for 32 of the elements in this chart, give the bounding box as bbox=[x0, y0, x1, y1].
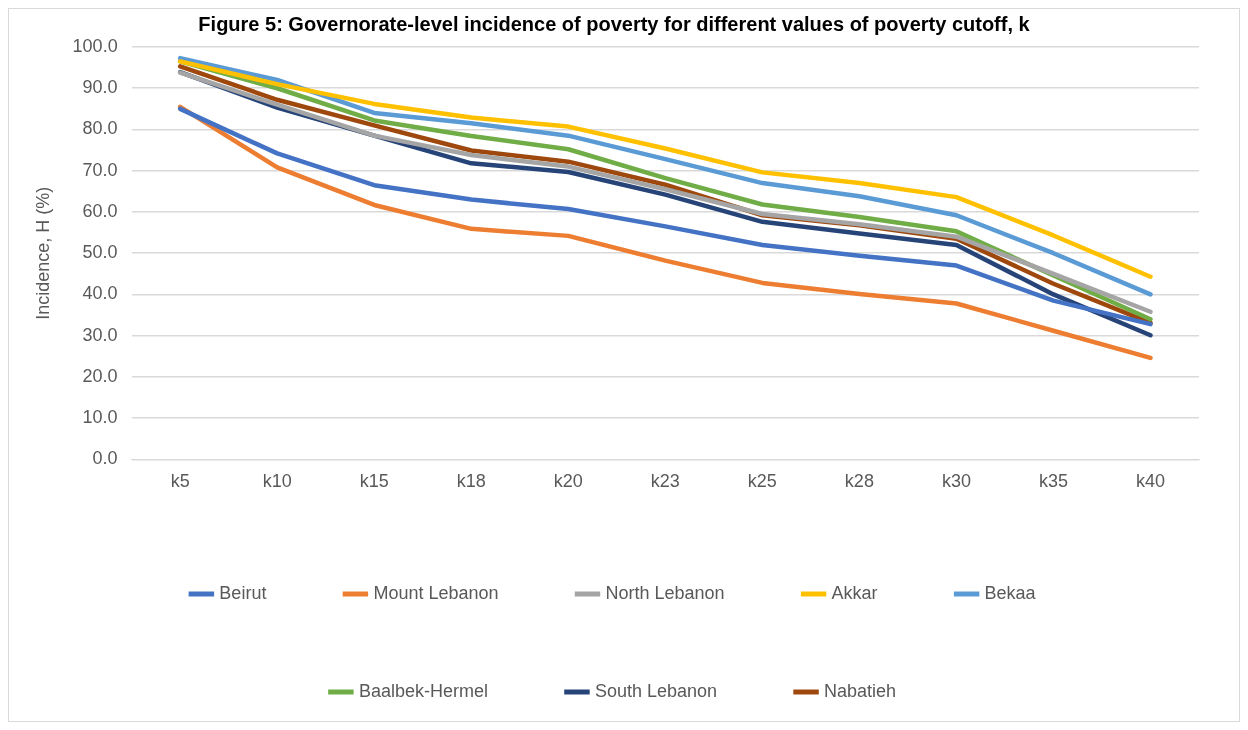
legend-label: Nabatieh bbox=[824, 680, 897, 701]
x-tick-label: k28 bbox=[844, 471, 874, 492]
y-tick-label: 10.0 bbox=[82, 407, 118, 428]
y-tick-label: 90.0 bbox=[82, 77, 118, 98]
y-tick-label: 100.0 bbox=[72, 35, 118, 56]
legend-label: North Lebanon bbox=[605, 582, 725, 603]
x-tick-label: k15 bbox=[359, 471, 389, 492]
y-tick-label: 20.0 bbox=[82, 365, 118, 386]
legend-label: Akkar bbox=[831, 582, 878, 603]
legend-label: South Lebanon bbox=[594, 680, 718, 701]
x-tick-label: k20 bbox=[553, 471, 583, 492]
y-tick-label: 50.0 bbox=[82, 242, 118, 263]
y-tick-label: 30.0 bbox=[82, 324, 118, 345]
y-tick-label: 60.0 bbox=[82, 200, 118, 221]
x-tick-label: k25 bbox=[747, 471, 777, 492]
y-tick-label: 70.0 bbox=[82, 159, 118, 180]
y-tick-label: 80.0 bbox=[82, 118, 118, 139]
y-tick-label: 0.0 bbox=[92, 448, 118, 469]
x-tick-label: k23 bbox=[650, 471, 680, 492]
x-tick-label: k10 bbox=[262, 471, 292, 492]
x-tick-label: k5 bbox=[170, 471, 190, 492]
x-tick-label: k35 bbox=[1038, 471, 1068, 492]
legend-label: Mount Lebanon bbox=[373, 582, 499, 603]
x-tick-label: k30 bbox=[941, 471, 971, 492]
chart-title: Figure 5: Governorate-level incidence of poverty for different values of poverty cutoff, k bbox=[198, 12, 1031, 35]
x-tick-label: k18 bbox=[456, 471, 486, 492]
x-tick-label: k40 bbox=[1135, 471, 1165, 492]
legend-label: Bekaa bbox=[984, 582, 1037, 603]
legend-label: Beirut bbox=[219, 582, 267, 603]
legend-label: Baalbek-Hermel bbox=[358, 680, 488, 701]
y-tick-label: 40.0 bbox=[82, 283, 118, 304]
y-axis-title: Incidence, H (%) bbox=[32, 186, 53, 320]
